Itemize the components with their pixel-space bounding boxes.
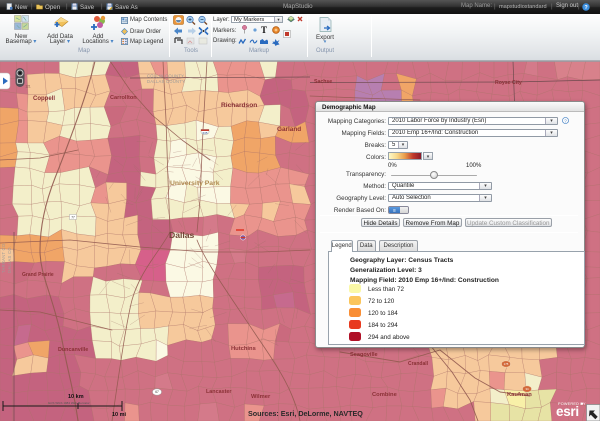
- svg-text:Kaufman: Kaufman: [507, 392, 532, 398]
- svg-text:Dallas: Dallas: [169, 230, 195, 240]
- svg-text:175: 175: [504, 362, 509, 366]
- svg-text:Grand Prairie: Grand Prairie: [22, 272, 54, 278]
- svg-text:Coppell: Coppell: [33, 96, 55, 102]
- svg-text:POWERED BY: POWERED BY: [558, 402, 586, 406]
- svg-text:Richardson: Richardson: [221, 102, 257, 109]
- svg-text:77: 77: [71, 215, 75, 219]
- svg-text:34: 34: [525, 387, 529, 391]
- svg-text:Seagoville: Seagoville: [350, 352, 378, 358]
- svg-text:Garland: Garland: [277, 126, 301, 133]
- svg-text:DALLAS CO.: DALLAS CO.: [7, 246, 12, 273]
- svg-text:Wilmer: Wilmer: [251, 394, 271, 400]
- svg-text:Combine: Combine: [372, 392, 398, 398]
- svg-text:DALLAS COUNTY: DALLAS COUNTY: [147, 79, 185, 84]
- svg-text:121: 121: [25, 84, 31, 88]
- svg-text:?: ?: [584, 5, 588, 11]
- svg-text:Duncanville: Duncanville: [58, 347, 88, 353]
- svg-text:Sachse: Sachse: [314, 79, 332, 85]
- svg-text:TARRANT CO.: TARRANT CO.: [1, 242, 6, 273]
- svg-text:?: ?: [564, 118, 567, 123]
- svg-text:10 km: 10 km: [68, 394, 84, 400]
- svg-text:University Park: University Park: [170, 180, 220, 187]
- svg-text:Carrollton: Carrollton: [110, 95, 137, 101]
- svg-text:Hutchins: Hutchins: [231, 346, 256, 352]
- svg-text:GCS WGS 1984 Web Mercator: GCS WGS 1984 Web Mercator: [48, 401, 90, 405]
- svg-text:Royse City: Royse City: [495, 80, 522, 86]
- svg-text:Crandall: Crandall: [408, 361, 429, 367]
- svg-text:635: 635: [202, 131, 207, 135]
- svg-text:esri: esri: [556, 404, 579, 419]
- svg-text:10 mi: 10 mi: [112, 412, 127, 418]
- svg-text:Lancaster: Lancaster: [206, 389, 232, 395]
- svg-text:Sources: Esri, DeLorme, NAVTEQ: Sources: Esri, DeLorme, NAVTEQ: [248, 409, 363, 418]
- svg-text:COLLIN COUNTY: COLLIN COUNTY: [147, 74, 184, 79]
- svg-text:67: 67: [155, 390, 159, 394]
